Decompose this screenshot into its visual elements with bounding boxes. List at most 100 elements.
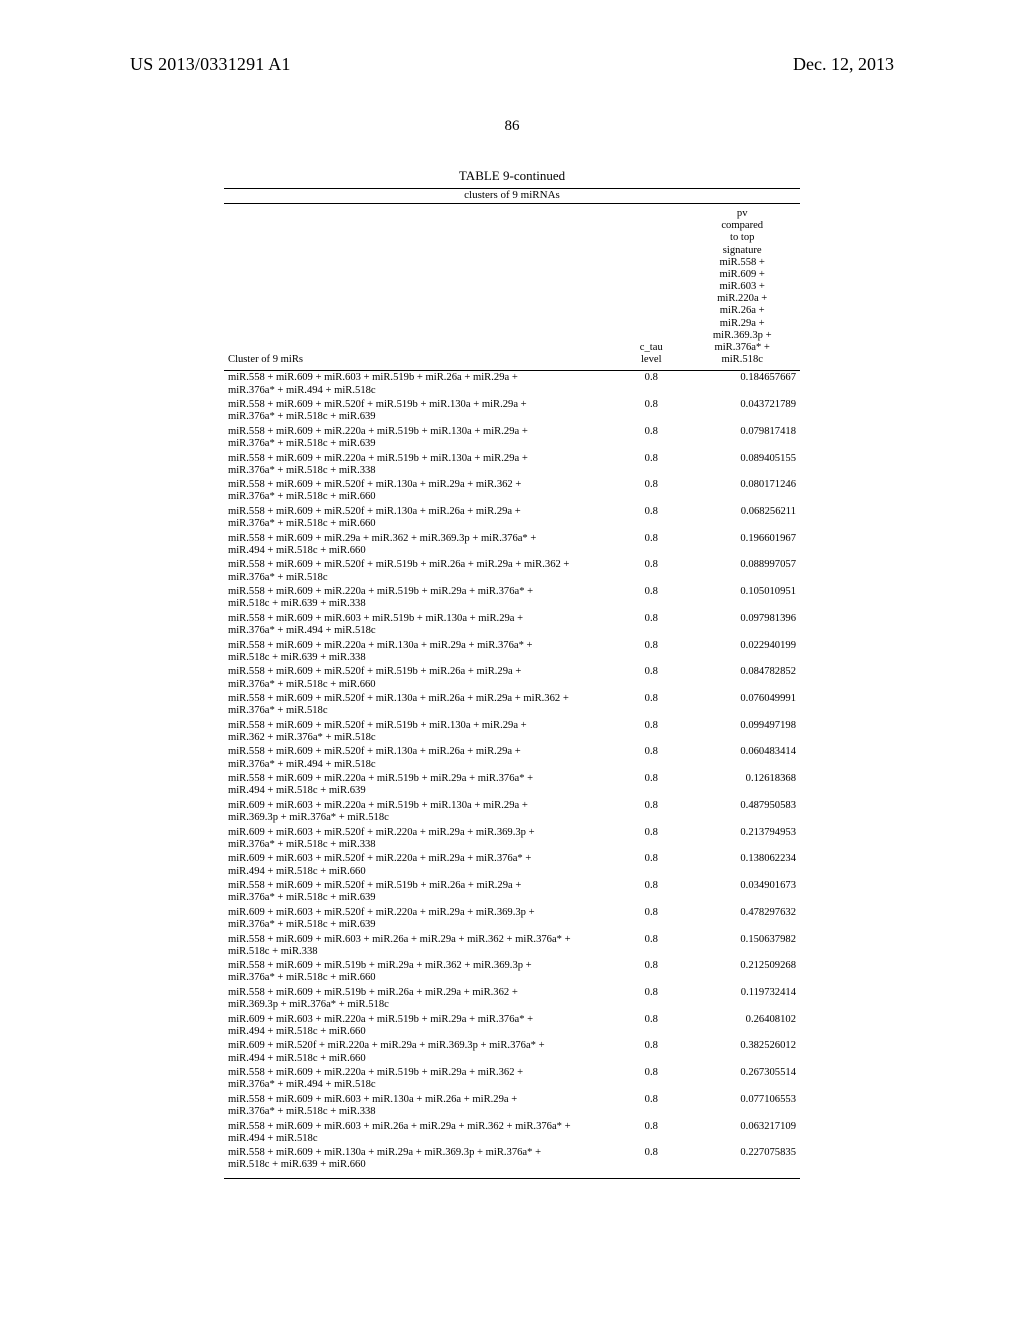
pv-header-line: miR.603 +	[688, 281, 796, 293]
cell-pv: 0.212509268	[684, 959, 800, 986]
cell-pv: 0.138062234	[684, 852, 800, 879]
cell-cluster: miR.558 + miR.609 + miR.220a + miR.519b …	[224, 451, 618, 478]
cell-cluster: miR.609 + miR.603 + miR.520f + miR.220a …	[224, 906, 618, 933]
table-row: miR.558 + miR.609 + miR.220a + miR.519b …	[224, 1066, 800, 1093]
pv-header-line: miR.220a +	[688, 293, 796, 305]
table-row: miR.558 + miR.609 + miR.29a + miR.362 + …	[224, 532, 800, 559]
table-9-continued: TABLE 9-continued clusters of 9 miRNAs C…	[224, 168, 800, 1179]
cell-ctau: 0.8	[618, 585, 684, 612]
cell-ctau: 0.8	[618, 799, 684, 826]
cell-cluster: miR.609 + miR.603 + miR.520f + miR.220a …	[224, 825, 618, 852]
table-body: miR.558 + miR.609 + miR.603 + miR.519b +…	[224, 371, 800, 1178]
cell-pv: 0.267305514	[684, 1066, 800, 1093]
patent-page: US 2013/0331291 A1 Dec. 12, 2013 86 TABL…	[0, 0, 1024, 1320]
pv-header-line: miR.369.3p +	[688, 330, 796, 342]
header-date: Dec. 12, 2013	[793, 54, 894, 75]
cell-ctau: 0.8	[618, 986, 684, 1013]
table-row: miR.558 + miR.609 + miR.603 + miR.519b +…	[224, 371, 800, 398]
cell-cluster: miR.558 + miR.609 + miR.520f + miR.519b …	[224, 719, 618, 746]
cell-ctau: 0.8	[618, 505, 684, 532]
cell-pv: 0.099497198	[684, 719, 800, 746]
pv-header-line: miR.29a +	[688, 318, 796, 330]
cell-pv: 0.077106553	[684, 1093, 800, 1120]
cell-cluster: miR.558 + miR.609 + miR.603 + miR.519b +…	[224, 612, 618, 639]
cell-ctau: 0.8	[618, 1093, 684, 1120]
cell-pv: 0.022940199	[684, 638, 800, 665]
table-row: miR.609 + miR.520f + miR.220a + miR.29a …	[224, 1039, 800, 1066]
cell-cluster: miR.558 + miR.609 + miR.519b + miR.29a +…	[224, 959, 618, 986]
cell-ctau: 0.8	[618, 558, 684, 585]
cell-ctau: 0.8	[618, 398, 684, 425]
cell-ctau: 0.8	[618, 612, 684, 639]
cell-cluster: miR.558 + miR.609 + miR.520f + miR.130a …	[224, 505, 618, 532]
table-row: miR.558 + miR.609 + miR.603 + miR.519b +…	[224, 612, 800, 639]
cell-ctau: 0.8	[618, 425, 684, 452]
ctau-label-line1: c_tau	[640, 342, 663, 353]
cell-ctau: 0.8	[618, 1066, 684, 1093]
col-ctau-header: c_tau level	[618, 204, 684, 371]
table-row: miR.558 + miR.609 + miR.220a + miR.519b …	[224, 772, 800, 799]
cell-cluster: miR.558 + miR.609 + miR.520f + miR.130a …	[224, 745, 618, 772]
table-row: miR.558 + miR.609 + miR.603 + miR.26a + …	[224, 932, 800, 959]
cell-pv: 0.382526012	[684, 1039, 800, 1066]
table-row: miR.609 + miR.603 + miR.520f + miR.220a …	[224, 825, 800, 852]
cell-ctau: 0.8	[618, 906, 684, 933]
col-pv-header: pvcomparedto topsignaturemiR.558 +miR.60…	[684, 204, 800, 371]
table-row: miR.558 + miR.609 + miR.520f + miR.130a …	[224, 505, 800, 532]
cell-pv: 0.063217109	[684, 1119, 800, 1146]
pv-header-line: miR.518c	[688, 354, 796, 366]
table-row: miR.558 + miR.609 + miR.220a + miR.519b …	[224, 425, 800, 452]
cell-cluster: miR.558 + miR.609 + miR.220a + miR.519b …	[224, 1066, 618, 1093]
table-row: miR.609 + miR.603 + miR.220a + miR.519b …	[224, 1012, 800, 1039]
cell-pv: 0.26408102	[684, 1012, 800, 1039]
cell-cluster: miR.558 + miR.609 + miR.603 + miR.519b +…	[224, 371, 618, 398]
cell-cluster: miR.558 + miR.609 + miR.519b + miR.26a +…	[224, 986, 618, 1013]
cell-pv: 0.076049991	[684, 692, 800, 719]
pv-header-line: miR.609 +	[688, 269, 796, 281]
table-title: TABLE 9-continued	[224, 168, 800, 184]
table-row: miR.558 + miR.609 + miR.520f + miR.519b …	[224, 719, 800, 746]
cell-cluster: miR.558 + miR.609 + miR.520f + miR.519b …	[224, 398, 618, 425]
cell-cluster: miR.558 + miR.609 + miR.520f + miR.519b …	[224, 665, 618, 692]
cell-pv: 0.12618368	[684, 772, 800, 799]
cell-ctau: 0.8	[618, 1012, 684, 1039]
table-row: miR.558 + miR.609 + miR.130a + miR.29a +…	[224, 1146, 800, 1178]
table-row: miR.558 + miR.609 + miR.520f + miR.519b …	[224, 879, 800, 906]
cell-pv: 0.080171246	[684, 478, 800, 505]
cell-pv: 0.079817418	[684, 425, 800, 452]
cell-cluster: miR.558 + miR.609 + miR.220a + miR.519b …	[224, 772, 618, 799]
cell-ctau: 0.8	[618, 959, 684, 986]
cell-pv: 0.060483414	[684, 745, 800, 772]
cell-pv: 0.487950583	[684, 799, 800, 826]
page-number: 86	[0, 118, 1024, 135]
cell-cluster: miR.558 + miR.609 + miR.520f + miR.519b …	[224, 558, 618, 585]
ctau-label-line2: level	[641, 354, 662, 365]
table-row: miR.558 + miR.609 + miR.520f + miR.519b …	[224, 665, 800, 692]
cell-ctau: 0.8	[618, 719, 684, 746]
cell-pv: 0.196601967	[684, 532, 800, 559]
cell-pv: 0.213794953	[684, 825, 800, 852]
cell-cluster: miR.558 + miR.609 + miR.520f + miR.130a …	[224, 692, 618, 719]
pv-header-line: to top	[688, 232, 796, 244]
table-row: miR.558 + miR.609 + miR.220a + miR.519b …	[224, 585, 800, 612]
cell-ctau: 0.8	[618, 772, 684, 799]
cell-pv: 0.119732414	[684, 986, 800, 1013]
mirna-cluster-table: Cluster of 9 miRs c_tau level pvcompared…	[224, 204, 800, 1179]
pv-header-line: miR.376a* +	[688, 342, 796, 354]
cell-cluster: miR.558 + miR.609 + miR.220a + miR.519b …	[224, 585, 618, 612]
table-row: miR.558 + miR.609 + miR.519b + miR.29a +…	[224, 959, 800, 986]
table-row: miR.609 + miR.603 + miR.520f + miR.220a …	[224, 852, 800, 879]
table-row: miR.558 + miR.609 + miR.603 + miR.26a + …	[224, 1119, 800, 1146]
cell-ctau: 0.8	[618, 825, 684, 852]
cell-ctau: 0.8	[618, 852, 684, 879]
cell-pv: 0.089405155	[684, 451, 800, 478]
cell-cluster: miR.558 + miR.609 + miR.220a + miR.519b …	[224, 425, 618, 452]
cell-pv: 0.068256211	[684, 505, 800, 532]
cell-ctau: 0.8	[618, 532, 684, 559]
cell-cluster: miR.558 + miR.609 + miR.520f + miR.519b …	[224, 879, 618, 906]
cell-ctau: 0.8	[618, 879, 684, 906]
pv-header-line: compared	[688, 220, 796, 232]
table-row: miR.609 + miR.603 + miR.220a + miR.519b …	[224, 799, 800, 826]
cell-cluster: miR.558 + miR.609 + miR.29a + miR.362 + …	[224, 532, 618, 559]
pv-header-line: miR.558 +	[688, 257, 796, 269]
